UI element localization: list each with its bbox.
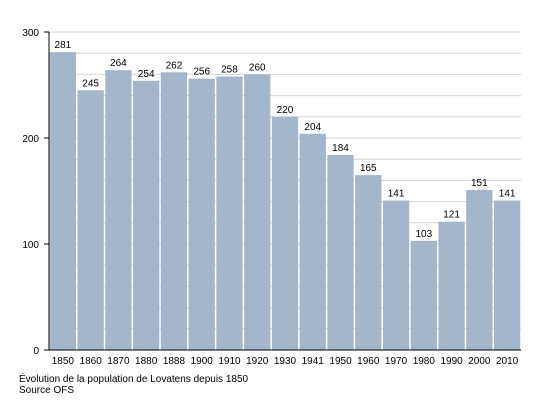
bar	[299, 133, 326, 350]
x-tick-label: 1910	[218, 356, 241, 367]
x-tick-label: 1960	[357, 356, 380, 367]
bar	[355, 175, 382, 350]
bar-value-label: 258	[221, 65, 238, 76]
y-tick-label: 100	[22, 240, 39, 251]
x-tick-label: 1970	[385, 356, 408, 367]
chart-caption: Évolution de la population de Lovatens d…	[19, 374, 249, 385]
bar-value-label: 121	[443, 210, 460, 221]
bar-value-label: 264	[110, 58, 127, 69]
bar-value-label: 141	[388, 189, 405, 200]
bar-value-label: 281	[55, 40, 72, 51]
x-tick-label: 1990	[440, 356, 463, 367]
bar-value-label: 254	[138, 69, 155, 80]
x-tick-label: 1850	[52, 356, 75, 367]
bar	[327, 154, 354, 350]
bar-value-label: 184	[332, 143, 349, 154]
bar-value-label: 262	[166, 60, 183, 71]
bar	[160, 72, 188, 350]
x-tick-label: 1900	[191, 356, 214, 367]
x-tick-label: 1920	[246, 356, 269, 367]
bar	[105, 70, 132, 350]
bar	[188, 78, 215, 350]
bar	[493, 200, 521, 350]
y-tick-label: 0	[33, 346, 39, 357]
x-tick-label: 1950	[329, 356, 352, 367]
bar-value-label: 256	[193, 67, 210, 78]
y-tick-label: 300	[22, 28, 39, 39]
bar	[216, 76, 243, 351]
bar-value-label: 141	[499, 189, 516, 200]
bar	[133, 80, 160, 350]
x-tick-label: 1941	[302, 356, 325, 367]
y-tick-label: 200	[22, 134, 39, 145]
x-tick-label: 1888	[163, 356, 186, 367]
bar-value-label: 260	[249, 62, 266, 73]
x-tick-label: 1860	[80, 356, 103, 367]
x-tick-label: 1870	[107, 356, 130, 367]
x-tick-label: 2000	[468, 356, 491, 367]
x-tick-label: 1980	[413, 356, 436, 367]
x-tick-label: 1880	[135, 356, 158, 367]
bar	[271, 116, 299, 350]
bar	[382, 200, 410, 350]
bar-value-label: 151	[471, 178, 488, 189]
bar	[77, 90, 104, 351]
bar-value-label: 165	[360, 163, 377, 174]
x-tick-label: 2010	[496, 356, 519, 367]
x-tick-label: 1930	[274, 356, 297, 367]
bar-value-label: 204	[304, 122, 321, 133]
chart-source: Source OFS	[19, 385, 75, 396]
bar	[466, 189, 493, 350]
bar-value-label: 220	[277, 105, 294, 116]
bar-value-label: 103	[415, 229, 432, 240]
bar	[438, 221, 465, 350]
bar	[49, 52, 77, 350]
bar	[410, 240, 437, 350]
bar	[244, 74, 271, 351]
bar-value-label: 245	[82, 78, 99, 89]
